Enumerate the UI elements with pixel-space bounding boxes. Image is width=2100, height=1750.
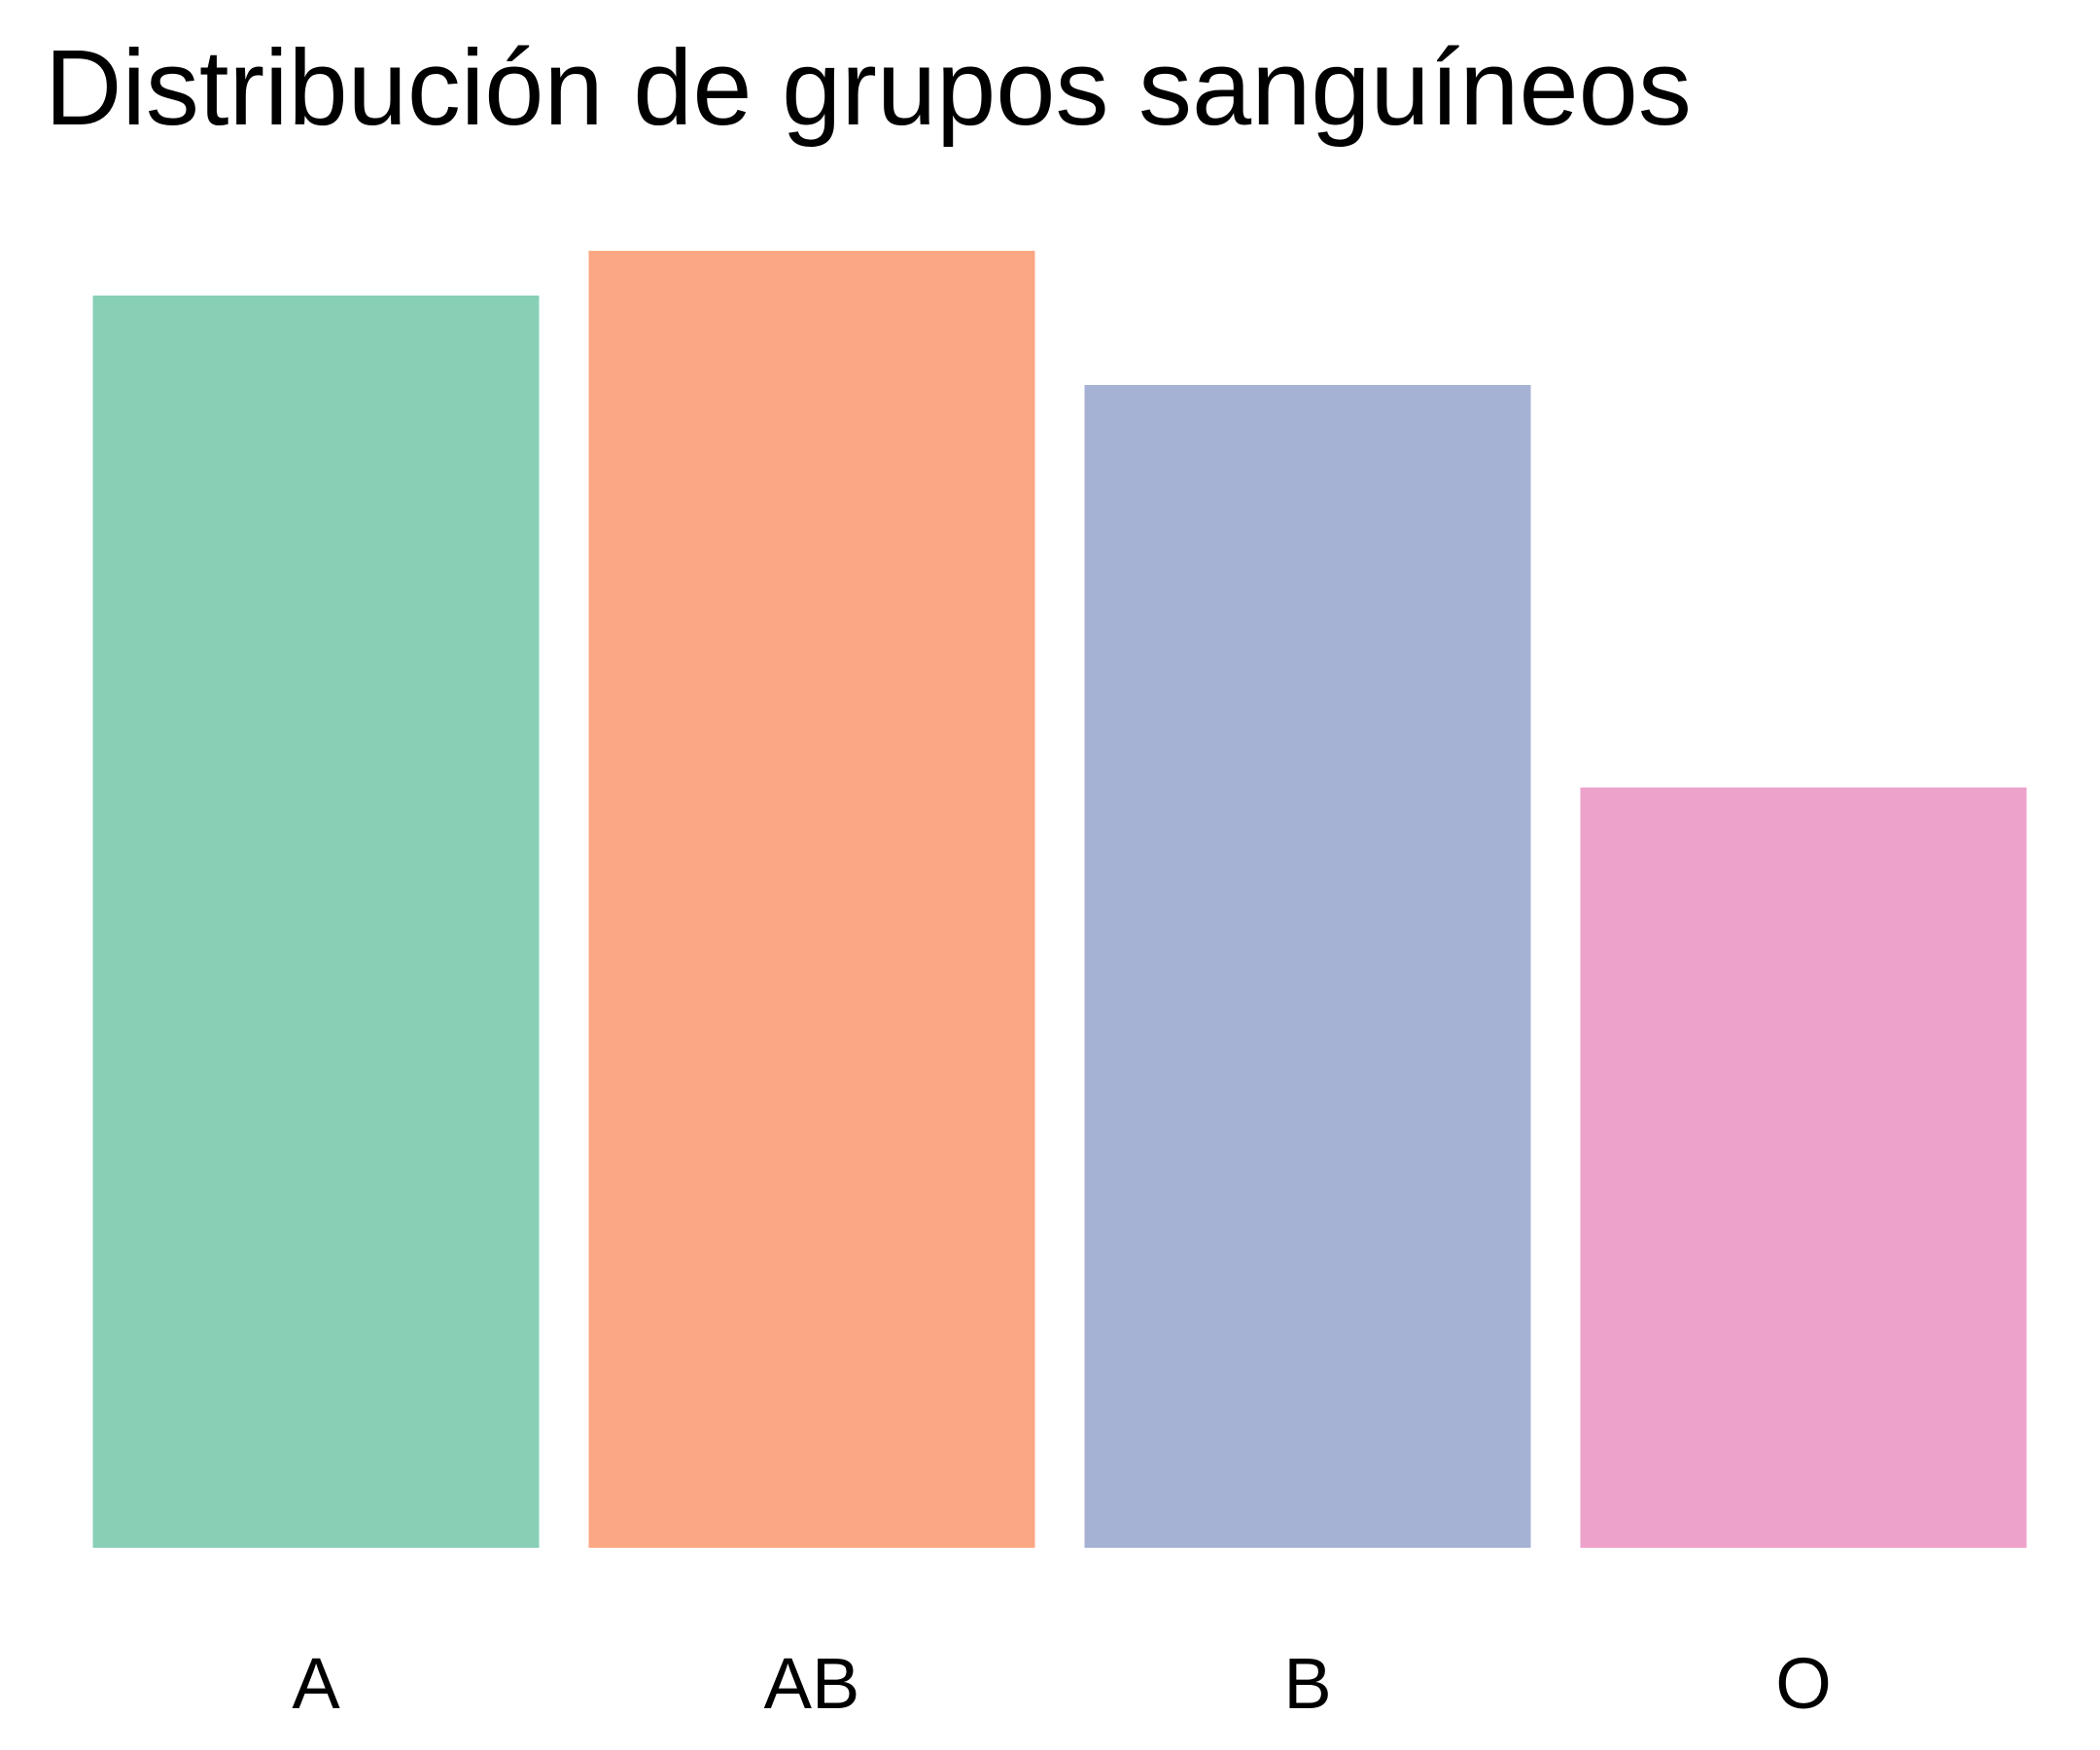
x-tick-labels: A AB B O (292, 1643, 1831, 1724)
x-tick-label-ab: AB (764, 1643, 860, 1724)
chart-title: Distribución de grupos sanguíneos (45, 28, 1692, 148)
x-tick-label-o: O (1775, 1643, 1832, 1724)
bars-group (92, 251, 2027, 1548)
x-tick-label-a: A (292, 1643, 340, 1724)
bar-o (1580, 788, 2027, 1548)
bar-b (1084, 385, 1531, 1548)
bar-a (92, 296, 540, 1548)
bar-ab (588, 251, 1035, 1548)
x-tick-label-b: B (1283, 1643, 1331, 1724)
